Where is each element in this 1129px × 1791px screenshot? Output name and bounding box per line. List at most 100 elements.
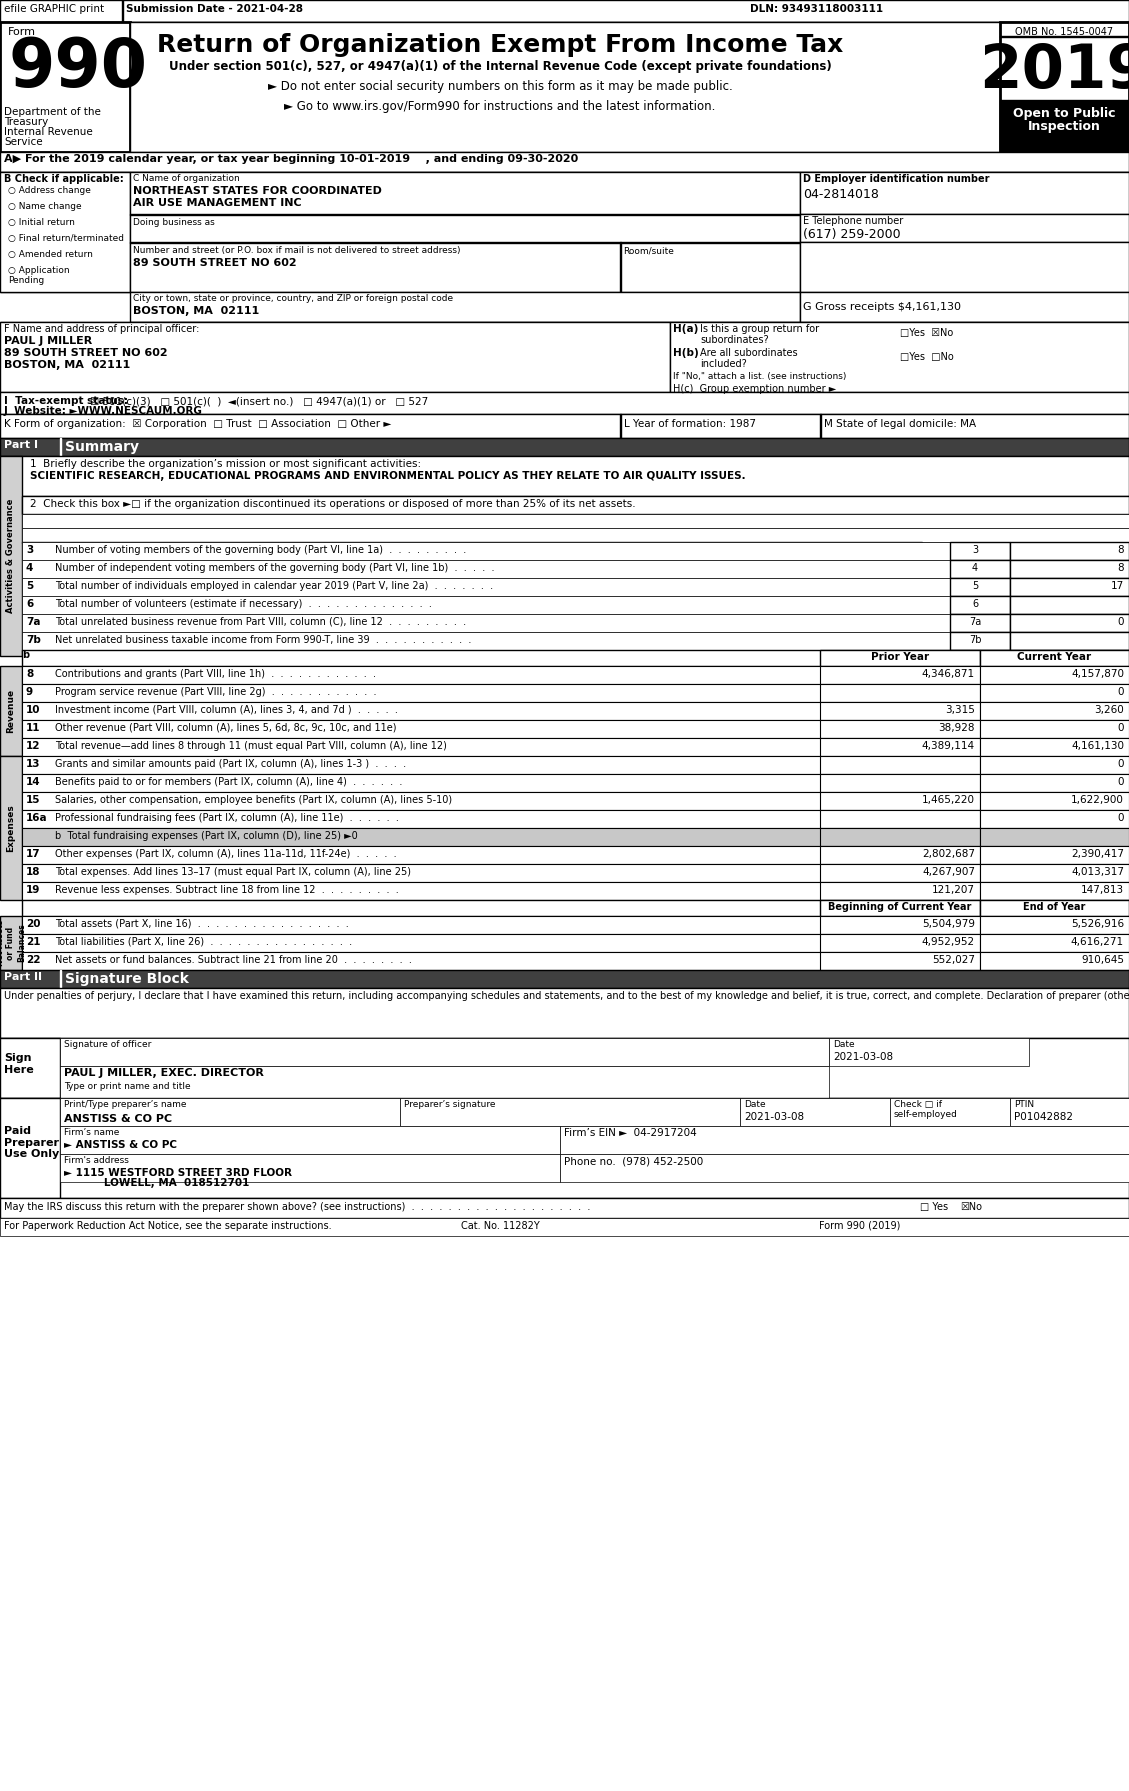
Text: 2  Check this box ►□ if the organization discontinued its operations or disposed: 2 Check this box ►□ if the organization … xyxy=(30,500,636,509)
Bar xyxy=(820,915,980,933)
Text: ○ Initial return: ○ Initial return xyxy=(8,219,75,227)
Bar xyxy=(0,457,1129,496)
Bar xyxy=(980,915,1129,933)
Bar xyxy=(130,21,1000,152)
Bar xyxy=(820,702,980,720)
Text: Total unrelated business revenue from Part VIII, column (C), line 12  .  .  .  .: Total unrelated business revenue from Pa… xyxy=(55,618,466,627)
Text: 7a: 7a xyxy=(969,618,981,627)
Text: Form 990 (2019): Form 990 (2019) xyxy=(819,1221,900,1230)
Text: City or town, state or province, country, and ZIP or foreign postal code: City or town, state or province, country… xyxy=(133,294,453,303)
Text: D Employer identification number: D Employer identification number xyxy=(803,174,989,184)
Text: Total number of volunteers (estimate if necessary)  .  .  .  .  .  .  .  .  .  .: Total number of volunteers (estimate if … xyxy=(55,598,432,609)
Text: L Year of formation: 1987: L Year of formation: 1987 xyxy=(624,419,756,430)
Text: 4,267,907: 4,267,907 xyxy=(922,867,975,878)
Text: LOWELL, MA  018512701: LOWELL, MA 018512701 xyxy=(64,1178,250,1187)
Text: 2021-03-08: 2021-03-08 xyxy=(744,1112,804,1121)
Bar xyxy=(0,414,1129,439)
Bar xyxy=(820,650,980,666)
Text: Date: Date xyxy=(833,1041,855,1050)
Bar xyxy=(949,578,1010,596)
Text: 3: 3 xyxy=(26,544,33,555)
Text: 3: 3 xyxy=(972,544,978,555)
Bar xyxy=(0,971,1129,989)
Bar xyxy=(21,528,1129,543)
Text: Type or print name and title: Type or print name and title xyxy=(64,1082,191,1091)
Text: Beginning of Current Year: Beginning of Current Year xyxy=(829,903,972,912)
Text: Room/suite: Room/suite xyxy=(623,245,674,254)
Bar xyxy=(820,756,980,774)
Bar xyxy=(21,881,1129,901)
Bar xyxy=(21,684,1129,702)
Text: b: b xyxy=(21,650,29,661)
Bar xyxy=(21,514,1129,528)
Bar xyxy=(0,1039,60,1098)
Bar xyxy=(820,863,980,881)
Bar xyxy=(980,650,1129,666)
Text: 18: 18 xyxy=(26,867,41,878)
Text: 21: 21 xyxy=(26,937,41,947)
Bar xyxy=(0,392,1129,414)
Text: 552,027: 552,027 xyxy=(933,955,975,965)
Text: 990: 990 xyxy=(8,36,147,100)
Text: Signature of officer: Signature of officer xyxy=(64,1041,151,1050)
Text: 121,207: 121,207 xyxy=(933,885,975,896)
Bar xyxy=(60,1039,829,1066)
Bar xyxy=(0,756,21,901)
Text: 8: 8 xyxy=(1118,562,1124,573)
Bar xyxy=(980,810,1129,827)
Bar xyxy=(400,1098,739,1127)
Bar xyxy=(21,933,1129,953)
Text: 4: 4 xyxy=(972,562,978,573)
Text: Cat. No. 11282Y: Cat. No. 11282Y xyxy=(461,1221,540,1230)
Text: 4,161,130: 4,161,130 xyxy=(1071,741,1124,750)
Text: Investment income (Part VIII, column (A), lines 3, 4, and 7d )  .  .  .  .  .: Investment income (Part VIII, column (A)… xyxy=(55,706,397,715)
Text: Date: Date xyxy=(744,1100,765,1109)
Bar xyxy=(0,666,21,756)
Text: Summary: Summary xyxy=(65,441,139,453)
Bar xyxy=(1010,614,1129,632)
Text: 14: 14 xyxy=(26,777,41,786)
Text: Department of the: Department of the xyxy=(5,107,100,116)
Text: Print/Type preparer’s name: Print/Type preparer’s name xyxy=(64,1100,186,1109)
Bar xyxy=(21,650,1129,666)
Text: Number and street (or P.O. box if mail is not delivered to street address): Number and street (or P.O. box if mail i… xyxy=(133,245,461,254)
Text: K Form of organization:  ☒ Corporation  □ Trust  □ Association  □ Other ►: K Form of organization: ☒ Corporation □ … xyxy=(5,419,392,430)
Text: 17: 17 xyxy=(26,849,41,860)
Text: ○ Application
Pending: ○ Application Pending xyxy=(8,267,70,285)
Bar xyxy=(21,666,1129,684)
Text: Expenses: Expenses xyxy=(7,804,16,853)
Text: ○ Final return/terminated: ○ Final return/terminated xyxy=(8,235,124,244)
Bar xyxy=(820,774,980,792)
Text: Number of voting members of the governing body (Part VI, line 1a)  .  .  .  .  .: Number of voting members of the governin… xyxy=(55,544,466,555)
Text: 3,315: 3,315 xyxy=(945,706,975,715)
Text: 1  Briefly describe the organization’s mission or most significant activities:: 1 Briefly describe the organization’s mi… xyxy=(30,458,421,469)
Text: Internal Revenue: Internal Revenue xyxy=(5,127,93,136)
Text: Program service revenue (Part VIII, line 2g)  .  .  .  .  .  .  .  .  .  .  .  .: Program service revenue (Part VIII, line… xyxy=(55,688,376,697)
Text: Other expenses (Part IX, column (A), lines 11a-11d, 11f-24e)  .  .  .  .  .: Other expenses (Part IX, column (A), lin… xyxy=(55,849,396,860)
Text: 0: 0 xyxy=(1118,724,1124,733)
Text: Revenue: Revenue xyxy=(7,690,16,733)
Bar xyxy=(21,863,1129,881)
Text: Sign
Here: Sign Here xyxy=(5,1053,34,1075)
Text: 4,157,870: 4,157,870 xyxy=(1071,670,1124,679)
Bar xyxy=(60,1127,560,1153)
Text: 4,389,114: 4,389,114 xyxy=(922,741,975,750)
Bar xyxy=(800,292,1129,322)
Text: Are all subordinates: Are all subordinates xyxy=(700,347,797,358)
Bar xyxy=(0,152,1129,172)
Text: Service: Service xyxy=(5,136,43,147)
Text: P01042882: P01042882 xyxy=(1014,1112,1073,1121)
Text: Check □ if
self-employed: Check □ if self-employed xyxy=(894,1100,957,1119)
Bar xyxy=(980,881,1129,901)
Bar xyxy=(890,1098,1010,1127)
Bar xyxy=(820,720,980,738)
Text: 16a: 16a xyxy=(26,813,47,824)
Text: 04-2814018: 04-2814018 xyxy=(803,188,878,201)
Bar xyxy=(1010,632,1129,650)
Bar xyxy=(21,614,1129,632)
Bar xyxy=(21,702,1129,720)
Bar xyxy=(0,322,669,392)
Bar xyxy=(1010,543,1129,561)
Bar xyxy=(1010,578,1129,596)
Bar xyxy=(21,953,1129,971)
